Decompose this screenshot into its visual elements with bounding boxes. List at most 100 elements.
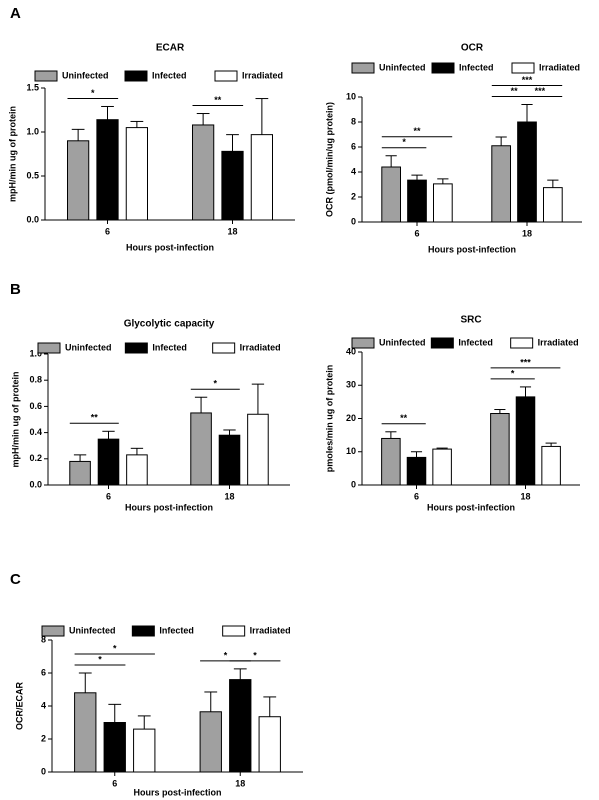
bar xyxy=(229,679,252,773)
legend-label: Uninfected xyxy=(69,625,116,635)
x-axis-label: Hours post-infection xyxy=(427,502,515,512)
bar xyxy=(67,140,90,221)
x-axis-label: Hours post-infection xyxy=(428,244,516,254)
panel-label: B xyxy=(10,281,21,298)
y-tick-label: 1.5 xyxy=(26,82,39,92)
legend-label: Irradiated xyxy=(539,62,580,72)
legend-label: Irradiated xyxy=(538,337,579,347)
legend-swatch xyxy=(214,70,238,82)
bar xyxy=(199,711,222,773)
bar xyxy=(247,413,269,486)
y-axis-label: mpH/min ug of protein xyxy=(10,372,20,468)
x-tick-label: 18 xyxy=(522,228,532,238)
bar xyxy=(97,438,120,486)
x-tick-label: 6 xyxy=(414,228,419,238)
legend-swatch xyxy=(41,625,65,637)
y-tick-label: 4 xyxy=(351,166,356,176)
bar xyxy=(125,127,148,221)
significance-label: * xyxy=(224,650,228,660)
significance-label: ** xyxy=(214,95,222,105)
x-tick-label: 6 xyxy=(112,778,117,788)
bar xyxy=(381,166,401,223)
legend-label: Uninfected xyxy=(62,70,109,80)
legend-label: Irradiated xyxy=(240,342,281,352)
bar xyxy=(218,434,241,486)
legend-label: Irradiated xyxy=(242,70,283,80)
significance-label: * xyxy=(113,643,117,653)
y-tick-label: 4 xyxy=(41,700,46,710)
y-tick-label: 30 xyxy=(346,380,356,390)
significance-label: ** xyxy=(400,413,408,423)
x-tick-label: 18 xyxy=(520,491,530,501)
significance-label: * xyxy=(98,654,102,664)
bar xyxy=(517,121,537,223)
y-axis-label: pmoles/min ug of protein xyxy=(324,365,334,473)
bar xyxy=(74,692,97,773)
significance-label: * xyxy=(214,379,218,389)
legend-label: Infected xyxy=(159,625,194,635)
legend-swatch xyxy=(510,337,534,349)
y-axis-label: OCR (pmol/min/ug protein) xyxy=(324,102,334,217)
significance-label: * xyxy=(402,137,406,147)
bar xyxy=(381,437,401,486)
chart-title: ECAR xyxy=(156,43,185,54)
bar xyxy=(190,412,212,486)
y-tick-label: 8 xyxy=(351,116,356,126)
y-tick-label: 0.0 xyxy=(29,479,42,489)
bar xyxy=(133,728,156,773)
legend-label: Irradiated xyxy=(250,625,291,635)
y-tick-label: 0.4 xyxy=(29,427,42,437)
y-tick-label: 0.6 xyxy=(29,401,42,411)
bar xyxy=(96,119,119,221)
panel-label: C xyxy=(10,571,21,588)
legend-swatch xyxy=(34,70,58,82)
y-tick-label: 6 xyxy=(41,667,46,677)
legend-label: Uninfected xyxy=(379,337,426,347)
y-tick-label: 2 xyxy=(41,733,46,743)
significance-label: *** xyxy=(535,86,546,96)
legend-label: Infected xyxy=(459,62,494,72)
significance-label: ** xyxy=(511,86,519,96)
bar xyxy=(541,445,561,486)
bar xyxy=(407,179,427,223)
x-tick-label: 18 xyxy=(224,491,234,501)
legend-swatch xyxy=(124,70,148,82)
chart-title: SRC xyxy=(460,315,481,326)
significance-label: * xyxy=(253,650,257,660)
legend-label: Infected xyxy=(152,342,187,352)
y-tick-label: 6 xyxy=(351,141,356,151)
legend-label: Infected xyxy=(152,70,187,80)
bar xyxy=(406,456,427,486)
bar xyxy=(491,145,511,223)
x-axis-label: Hours post-infection xyxy=(125,502,213,512)
legend-swatch xyxy=(351,337,375,349)
bar xyxy=(250,134,273,221)
bar xyxy=(69,460,91,486)
legend-swatch xyxy=(431,62,455,74)
legend-label: Infected xyxy=(458,337,493,347)
legend-swatch xyxy=(511,62,535,74)
y-tick-label: 0.2 xyxy=(29,453,42,463)
bar xyxy=(258,716,281,773)
legend-label: Uninfected xyxy=(65,342,112,352)
legend-swatch xyxy=(212,342,236,354)
x-tick-label: 18 xyxy=(227,226,237,236)
legend-swatch xyxy=(124,342,148,354)
x-tick-label: 6 xyxy=(105,226,110,236)
significance-label: ** xyxy=(91,413,99,423)
chart-title: Glycolytic capacity xyxy=(124,319,215,330)
y-tick-label: 0 xyxy=(351,216,356,226)
bar xyxy=(433,183,453,223)
bar xyxy=(221,150,244,221)
y-tick-label: 2 xyxy=(351,191,356,201)
significance-label: * xyxy=(511,368,515,378)
y-tick-label: 20 xyxy=(346,413,356,423)
panel-label: A xyxy=(10,5,21,22)
y-tick-label: 0.0 xyxy=(26,214,39,224)
x-axis-label: Hours post-infection xyxy=(126,242,214,252)
y-tick-label: 8 xyxy=(41,634,46,644)
legend-swatch xyxy=(37,342,61,354)
x-axis-label: Hours post-infection xyxy=(134,787,222,797)
significance-label: *** xyxy=(520,357,531,367)
